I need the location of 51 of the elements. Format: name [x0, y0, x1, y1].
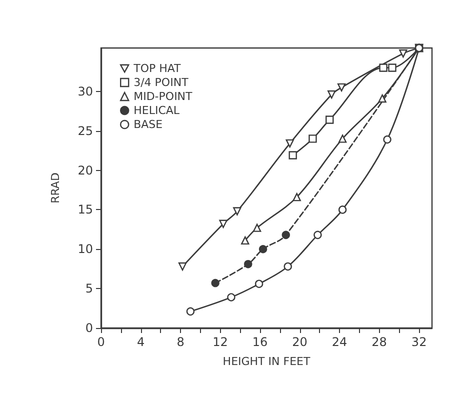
point — [211, 278, 220, 288]
point — [328, 90, 336, 99]
point — [252, 224, 262, 232]
y-tick-label: 15 — [78, 202, 93, 217]
y-tick-label: 5 — [85, 282, 93, 296]
point — [338, 134, 347, 143]
point — [383, 135, 392, 144]
x-tick-label: 8 — [176, 335, 184, 349]
point — [288, 151, 297, 160]
point — [326, 116, 334, 124]
point — [379, 64, 388, 72]
point — [254, 280, 264, 288]
x-tick-label: 16 — [252, 335, 268, 349]
x-tick-label: 12 — [212, 335, 228, 349]
point — [286, 139, 294, 148]
y-tick-label: 25 — [78, 124, 93, 138]
point — [337, 83, 346, 92]
point — [388, 64, 396, 72]
point — [399, 49, 408, 58]
y-tick-label: 20 — [78, 163, 93, 178]
point — [282, 230, 290, 240]
x-tick-label: 28 — [372, 335, 387, 349]
legend-label: TOP HAT — [132, 62, 182, 75]
x-tick-label: 32 — [411, 335, 427, 349]
point — [308, 134, 317, 143]
legend-label: BASE — [134, 118, 163, 131]
legend-label: 3/4 POINT — [134, 76, 189, 89]
point — [219, 220, 228, 228]
x-axis-title: HEIGHT IN FEET — [222, 355, 310, 368]
y-tick-label: 0 — [85, 321, 93, 335]
x-tick-label: 4 — [136, 335, 145, 349]
point — [233, 207, 242, 216]
legend-label: HELICAL — [134, 104, 180, 117]
point — [244, 260, 252, 268]
point — [284, 262, 292, 271]
point — [378, 94, 386, 103]
x-tick-label: 0 — [97, 335, 105, 349]
point — [292, 192, 301, 202]
point — [241, 236, 250, 245]
y-axis-title: RRAD — [49, 172, 62, 204]
x-tick-label: 24 — [332, 335, 348, 349]
x-tick-label: 20 — [292, 335, 308, 349]
y-tick-label: 10 — [78, 242, 93, 256]
point — [314, 230, 322, 240]
y-tick-label: 30 — [78, 84, 93, 98]
legend-label: MID-POINT — [134, 90, 193, 103]
point — [227, 293, 236, 302]
point — [186, 307, 195, 316]
point — [258, 245, 268, 254]
point — [178, 262, 187, 271]
point — [338, 206, 347, 214]
